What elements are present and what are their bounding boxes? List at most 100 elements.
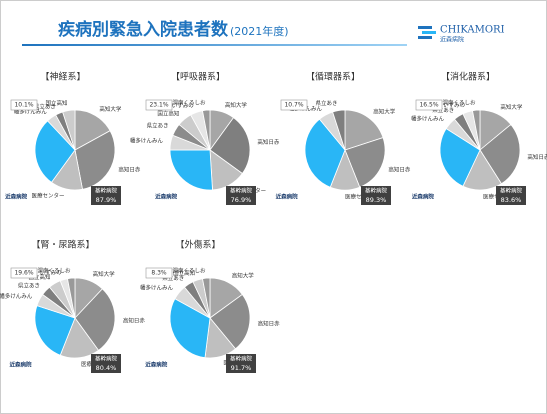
main-box-value: 87.9% [96, 196, 117, 204]
slice-label: 県立あき [34, 102, 56, 110]
slice-label: いずみの [40, 268, 62, 276]
pie-slice [202, 277, 211, 319]
main-box-label: 基幹病院 [95, 355, 118, 363]
main-box-value: 91.7% [231, 364, 252, 372]
pie-slice [202, 109, 211, 151]
slice-label: 渭南くろしお [37, 267, 71, 275]
chart-title: 【外傷系】 [175, 239, 220, 251]
pie-slice [304, 118, 346, 188]
main-box-label: 基幹病院 [95, 187, 118, 195]
pie-slice [472, 109, 481, 151]
callout: 10.1% [14, 102, 33, 109]
callout: 8.3% [151, 270, 167, 277]
slice-label: 県立あき [147, 122, 169, 130]
main-box [226, 354, 256, 373]
logo-icon [418, 26, 436, 39]
pie-slice [209, 117, 251, 175]
slice-label: 高知大学 [99, 105, 122, 113]
pie-slice [169, 298, 211, 359]
main-box-value: 83.6% [501, 196, 522, 204]
slice-label: 近森病院 [276, 193, 299, 201]
chart-title: 【腎・尿路系】 [31, 239, 94, 251]
pie-slice [74, 130, 116, 190]
logo: CHIKAMORI [440, 25, 505, 36]
subtitle: (2021年度) [230, 24, 289, 38]
slice-label: 幡多けんみん [411, 114, 445, 122]
callout-box [10, 99, 38, 111]
slice-label: 近森病院 [155, 193, 178, 201]
slice-label: 高知日赤 [118, 166, 141, 174]
slice-label: 高知大学 [225, 101, 248, 109]
callout-box [415, 99, 443, 111]
slice-label: 幡多けんみん [14, 107, 48, 115]
slice-label: 高知日赤 [123, 316, 146, 324]
pie-slice [74, 109, 111, 151]
chart-title: 【循環器系】 [306, 71, 360, 83]
main-box-value: 76.9% [231, 196, 252, 204]
main-box-label: 基幹病院 [230, 187, 253, 195]
slice-label: 高知日赤 [527, 153, 547, 161]
pie-slice [62, 109, 76, 151]
slice-label: 近森病院 [10, 361, 33, 369]
main-box [361, 186, 391, 205]
slice-label: 国立高知 [29, 273, 51, 281]
pie-slice [169, 149, 213, 191]
logo-sub: 近森病院 [440, 36, 464, 44]
slice-label: 高知日赤 [258, 319, 281, 327]
slice-label: いずみの [172, 101, 194, 109]
slice-label: 渭南くろしお [172, 267, 206, 275]
slice-label: 国立高知 [173, 269, 195, 277]
slice-label: 高知大学 [232, 272, 255, 280]
chart-title: 【消化器系】 [441, 71, 495, 83]
slice-label: 県立あき [432, 106, 454, 114]
pie-slice [74, 288, 116, 351]
pie-slice [344, 109, 384, 151]
main-box-label: 基幹病院 [500, 187, 523, 195]
main-box-value: 80.4% [96, 364, 117, 372]
main-box-label: 基幹病院 [365, 187, 388, 195]
pie-slice [34, 120, 76, 183]
chart-title: 【神経系】 [40, 71, 85, 83]
slice-label: 近森病院 [5, 193, 28, 201]
callout-box [145, 267, 173, 279]
pie-slice [439, 128, 481, 187]
slice-label: 高知大学 [93, 270, 116, 278]
main-box-label: 基幹病院 [230, 355, 253, 363]
pie-slice [34, 305, 76, 356]
callout-box [145, 99, 173, 111]
slice-label: 高知日赤 [388, 166, 411, 174]
callout: 19.6% [14, 270, 33, 277]
main-box [91, 354, 121, 373]
pie-slice [479, 123, 521, 185]
slice-label: 近森病院 [412, 193, 435, 201]
slice-label: 高知大学 [373, 107, 396, 115]
callout: 16.5% [419, 102, 438, 109]
slice-label: 渭南くろしお [172, 99, 206, 107]
slice-label: 県立あき [162, 274, 184, 282]
slice-label: 県立あき [18, 281, 40, 289]
slice-label: 医療センター [32, 191, 65, 199]
slice-label: いずみの [443, 101, 465, 109]
callout: 23.1% [149, 102, 168, 109]
main-box [226, 186, 256, 205]
title: 疾病別緊急入院患者数 [58, 19, 229, 40]
slice-label: 幡多けんみん [0, 292, 33, 300]
slice-label: 渭南くろしお [442, 99, 476, 107]
slice-label: 国立高知 [45, 99, 67, 107]
main-box-value: 89.3% [366, 196, 387, 204]
slice-label: 幡多けんみん [140, 284, 174, 292]
slice-label: 高知大学 [500, 103, 523, 111]
slice-label: 高知日赤 [257, 138, 280, 146]
chart-title: 【呼吸器系】 [171, 72, 225, 83]
pie-slice [209, 293, 251, 350]
slice-label: 県立あき [315, 99, 337, 107]
slice-label: 幡多けんみん [130, 137, 164, 145]
slice-label: 近森病院 [145, 361, 168, 369]
callout-box [10, 267, 38, 279]
main-box [91, 186, 121, 205]
callout: 10.7% [284, 102, 303, 109]
pie-slice [332, 109, 346, 151]
title-underline [22, 44, 407, 46]
callout-box [280, 99, 308, 111]
